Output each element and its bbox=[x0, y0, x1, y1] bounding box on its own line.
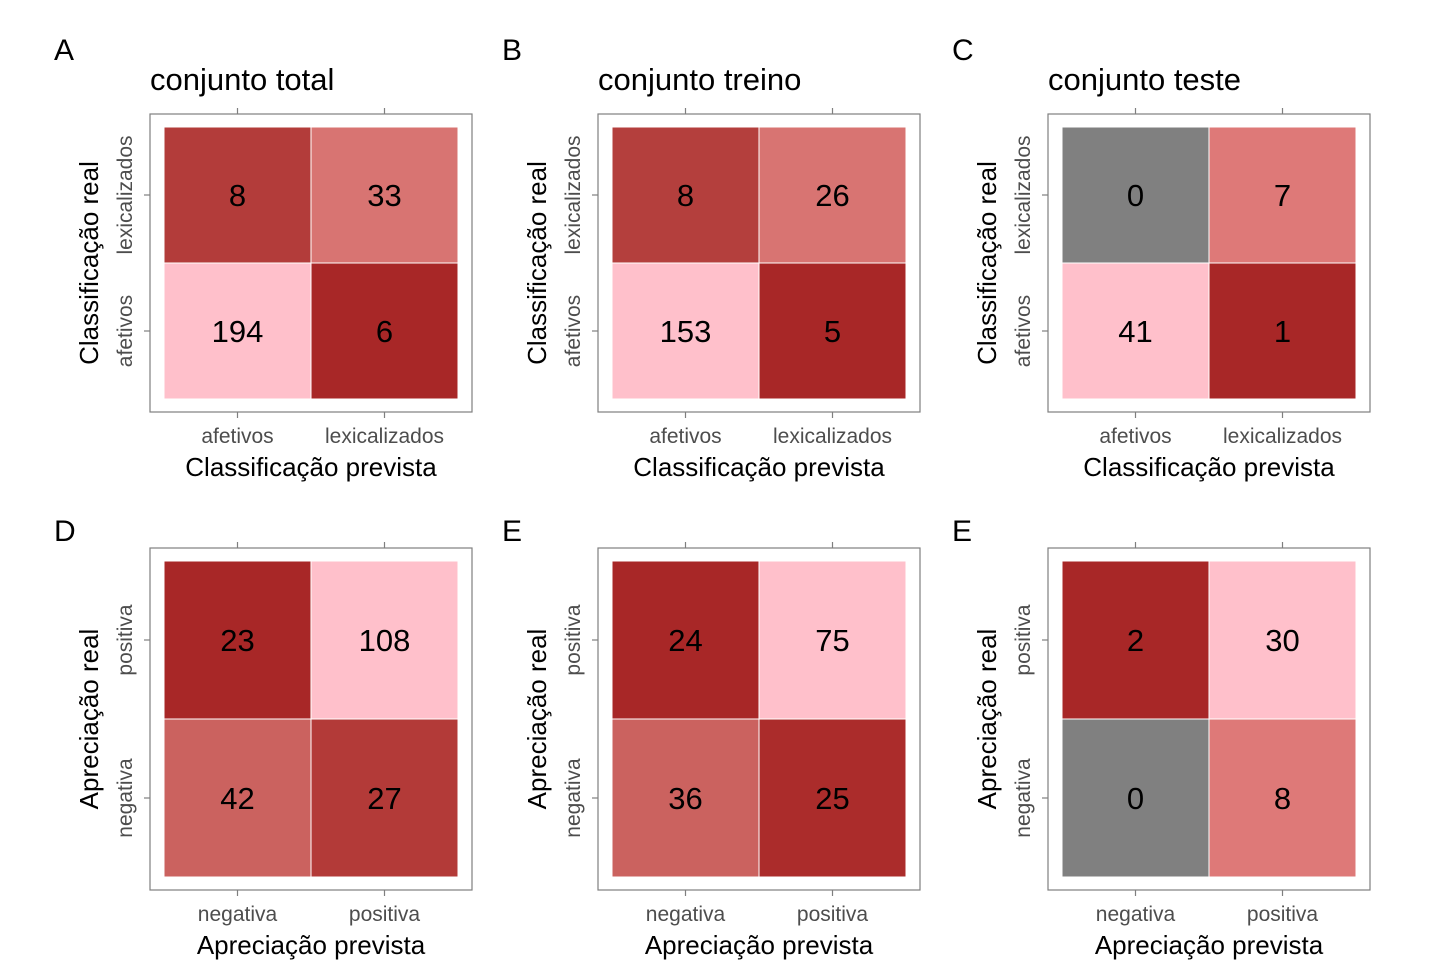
cell-value-label: 7 bbox=[1274, 178, 1291, 213]
cell-value-label: 42 bbox=[220, 781, 254, 816]
x-tick-label: lexicalizados bbox=[325, 425, 444, 448]
y-axis-title: Classificação real bbox=[522, 161, 552, 365]
panel-tag: B bbox=[502, 34, 522, 67]
x-axis-title: Classificação prevista bbox=[185, 452, 437, 482]
cell-value-label: 8 bbox=[1274, 781, 1291, 816]
x-tick-label: lexicalizados bbox=[773, 425, 892, 448]
cell-value-label: 0 bbox=[1127, 781, 1144, 816]
cell-value-label: 5 bbox=[824, 314, 841, 349]
cell-value-label: 194 bbox=[212, 314, 264, 349]
heatmap-cell bbox=[310, 560, 459, 720]
x-tick-label: positiva bbox=[797, 903, 869, 926]
heatmap-cell bbox=[163, 262, 312, 400]
heatmap-cell bbox=[1061, 262, 1210, 400]
y-tick-label: negativa bbox=[114, 758, 137, 838]
x-axis-title: Classificação prevista bbox=[633, 452, 885, 482]
cell-value-label: 8 bbox=[677, 178, 694, 213]
cell-value-label: 1 bbox=[1274, 314, 1291, 349]
cell-value-label: 30 bbox=[1265, 623, 1299, 658]
heatmap-cell bbox=[758, 718, 907, 878]
panel-title: conjunto teste bbox=[1048, 62, 1241, 97]
heatmap-cell bbox=[310, 126, 459, 264]
panel-6: E 2 30 0 8 negativa positiva negativa positiva Ap… bbox=[952, 515, 1371, 960]
panel-title: conjunto treino bbox=[598, 62, 801, 97]
heatmap-cell bbox=[611, 262, 760, 400]
panel-title: conjunto total bbox=[150, 62, 334, 97]
y-tick-label: afetivos bbox=[1012, 295, 1035, 367]
heatmap-cell bbox=[611, 718, 760, 878]
cell-value-label: 27 bbox=[367, 781, 401, 816]
cell-value-label: 41 bbox=[1118, 314, 1152, 349]
cell-value-label: 8 bbox=[229, 178, 246, 213]
y-axis-title: Apreciação real bbox=[74, 629, 104, 810]
heatmap-cell bbox=[163, 718, 312, 878]
y-tick-label: afetivos bbox=[562, 295, 585, 367]
heatmap-cell bbox=[1208, 262, 1357, 400]
panel-tag: A bbox=[54, 34, 74, 67]
cell-value-label: 0 bbox=[1127, 178, 1144, 213]
y-tick-label: positiva bbox=[562, 604, 585, 676]
panel-tag: C bbox=[952, 34, 974, 67]
panel-5: E 24 75 36 25 negativa positiva negativa positiv… bbox=[502, 515, 921, 960]
x-tick-label: negativa bbox=[198, 903, 278, 926]
cell-value-label: 153 bbox=[660, 314, 712, 349]
x-axis-title: Apreciação prevista bbox=[197, 930, 426, 960]
x-axis-title: Classificação prevista bbox=[1083, 452, 1335, 482]
heatmap-cell bbox=[758, 126, 907, 264]
cell-value-label: 75 bbox=[815, 623, 849, 658]
x-tick-label: afetivos bbox=[1099, 425, 1171, 448]
y-axis-title: Classificação real bbox=[74, 161, 104, 365]
y-tick-label: negativa bbox=[562, 758, 585, 838]
heatmap-cell bbox=[1061, 126, 1210, 264]
cell-value-label: 2 bbox=[1127, 623, 1144, 658]
panel-tag: D bbox=[54, 515, 76, 548]
y-tick-label: lexicalizados bbox=[562, 135, 585, 254]
x-axis-title: Apreciação prevista bbox=[645, 930, 874, 960]
x-tick-label: negativa bbox=[646, 903, 726, 926]
y-axis-title: Apreciação real bbox=[972, 629, 1002, 810]
heatmap-cell bbox=[310, 718, 459, 878]
cell-value-label: 108 bbox=[359, 623, 411, 658]
y-tick-label: lexicalizados bbox=[1012, 135, 1035, 254]
x-tick-label: afetivos bbox=[649, 425, 721, 448]
cell-value-label: 24 bbox=[668, 623, 702, 658]
heatmap-cell bbox=[163, 560, 312, 720]
heatmap-cell bbox=[310, 262, 459, 400]
y-axis-title: Apreciação real bbox=[522, 629, 552, 810]
x-tick-label: positiva bbox=[349, 903, 421, 926]
heatmap-cell bbox=[163, 126, 312, 264]
y-tick-label: negativa bbox=[1012, 758, 1035, 838]
heatmap-cell bbox=[1061, 718, 1210, 878]
y-tick-label: positiva bbox=[1012, 604, 1035, 676]
y-axis-title: Classificação real bbox=[972, 161, 1002, 365]
x-tick-label: lexicalizados bbox=[1223, 425, 1342, 448]
cell-value-label: 36 bbox=[668, 781, 702, 816]
cell-value-label: 6 bbox=[376, 314, 393, 349]
panel-tag: E bbox=[952, 515, 972, 548]
heatmap-cell bbox=[1208, 126, 1357, 264]
cell-value-label: 33 bbox=[367, 178, 401, 213]
x-tick-label: afetivos bbox=[201, 425, 273, 448]
heatmap-cell bbox=[611, 126, 760, 264]
x-axis-title: Apreciação prevista bbox=[1095, 930, 1324, 960]
cell-value-label: 23 bbox=[220, 623, 254, 658]
x-tick-label: positiva bbox=[1247, 903, 1319, 926]
heatmap-cell bbox=[758, 262, 907, 400]
cell-value-label: 25 bbox=[815, 781, 849, 816]
panel-tag: E bbox=[502, 515, 522, 548]
y-tick-label: lexicalizados bbox=[114, 135, 137, 254]
y-tick-label: afetivos bbox=[114, 295, 137, 367]
heatmap-cell bbox=[1208, 718, 1357, 878]
x-tick-label: negativa bbox=[1096, 903, 1176, 926]
heatmap-cell bbox=[1208, 560, 1357, 720]
cell-value-label: 26 bbox=[815, 178, 849, 213]
heatmap-cell bbox=[1061, 560, 1210, 720]
panel-4: D 23 108 42 27 negativa positiva negativa positi… bbox=[54, 515, 473, 960]
y-tick-label: positiva bbox=[114, 604, 137, 676]
